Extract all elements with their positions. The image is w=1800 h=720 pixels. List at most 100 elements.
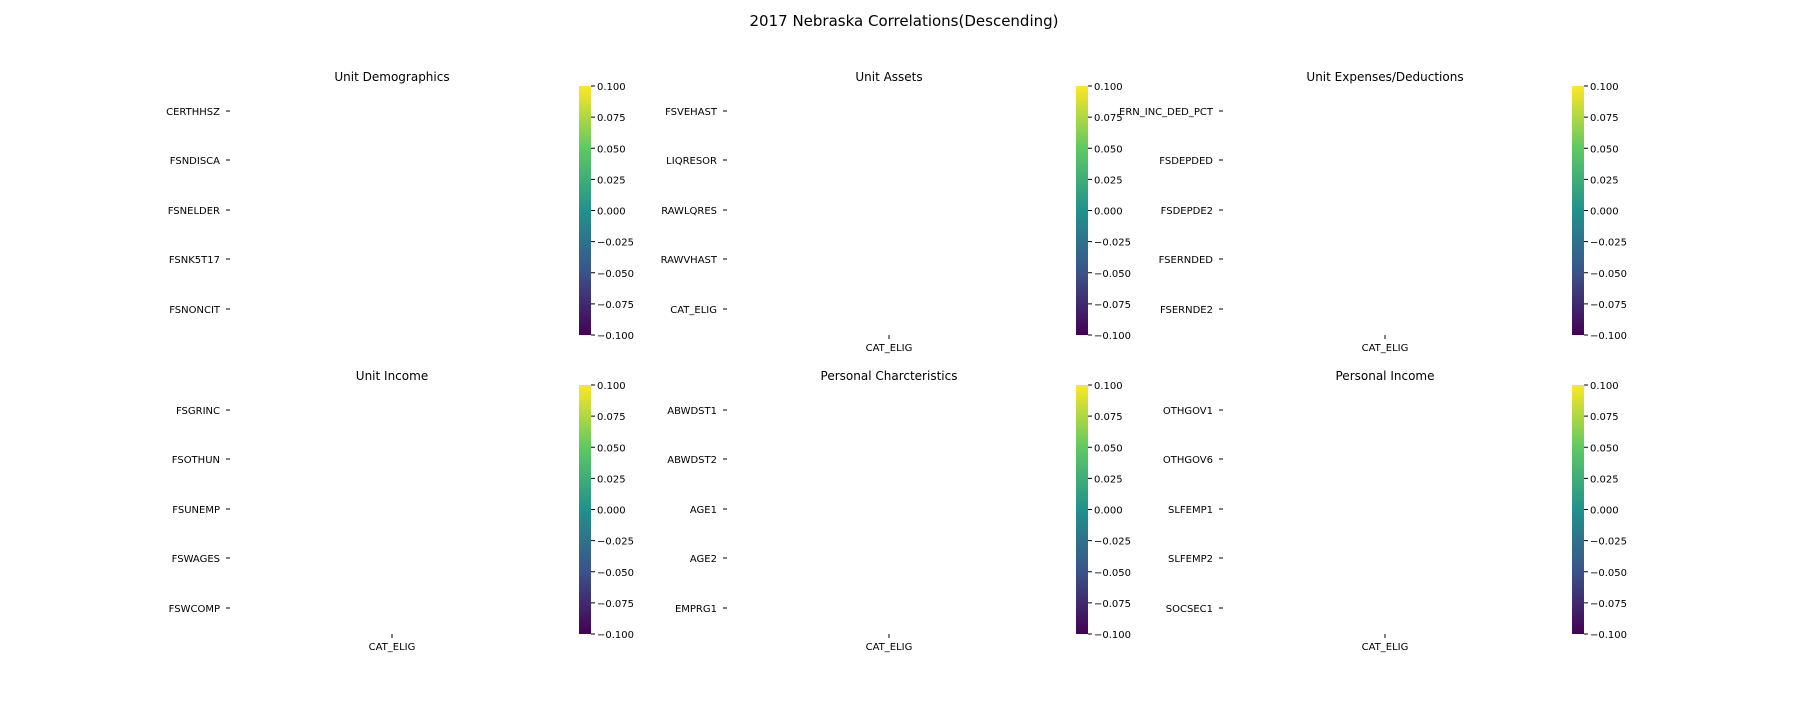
y-tick-label: RAWLQRES bbox=[661, 206, 717, 217]
y-tick-label: CERTHHSZ bbox=[166, 107, 220, 118]
colorbar-tick-label: −0.075 bbox=[597, 300, 634, 311]
colorbar bbox=[1076, 86, 1088, 335]
colorbar-tick-label: −0.025 bbox=[1094, 238, 1131, 249]
heatmap-panels: Unit Demographics CERTHHSZ FSNDISCA FSNELDE… bbox=[166, 70, 1627, 653]
colorbar-tick-label: 0.050 bbox=[597, 443, 626, 454]
colorbar-tick-label: −0.100 bbox=[1590, 331, 1627, 342]
panel-title: Personal Charcteristics bbox=[821, 369, 958, 383]
colorbar-tick-label: −0.050 bbox=[597, 568, 634, 579]
colorbar-tick-label: 0.100 bbox=[1590, 381, 1619, 392]
x-tick-label: CAT_ELIG bbox=[369, 642, 416, 653]
colorbar-tick-label: −0.025 bbox=[597, 238, 634, 249]
y-tick-label: FSUNEMP bbox=[172, 505, 220, 516]
colorbar-tick-label: −0.075 bbox=[1590, 300, 1627, 311]
colorbar-tick-label: 0.075 bbox=[1590, 113, 1619, 124]
colorbar-tick-label: −0.050 bbox=[597, 269, 634, 280]
colorbar-tick-label: −0.025 bbox=[1094, 537, 1131, 548]
colorbar-tick-label: 0.050 bbox=[1590, 443, 1619, 454]
heatmap-panel-6: Personal Income OTHGOV1 OTHGOV6 SLFEMP1 SLFE… bbox=[1163, 369, 1627, 653]
colorbar-tick-label: 0.100 bbox=[1094, 82, 1123, 93]
colorbar-tick-label: −0.075 bbox=[1094, 300, 1131, 311]
y-tick-label: FSNDISCA bbox=[170, 156, 220, 167]
heatmap-panel-1: Unit Demographics CERTHHSZ FSNDISCA FSNELDE… bbox=[166, 70, 634, 342]
colorbar-tick-label: 0.000 bbox=[597, 207, 626, 218]
y-tick-label: AGE1 bbox=[690, 505, 717, 516]
colorbar-tick-label: −0.100 bbox=[1590, 630, 1627, 641]
colorbar-tick-label: −0.025 bbox=[1590, 537, 1627, 548]
panel-title: Personal Income bbox=[1336, 369, 1435, 383]
heatmap-panel-3: Unit Expenses/Deductions ERN_INC_DED_PCT F… bbox=[1119, 70, 1627, 354]
y-tick-label: FSWAGES bbox=[172, 554, 220, 565]
y-tick-label: AGE2 bbox=[690, 554, 717, 565]
colorbar-tick-label: 0.100 bbox=[597, 381, 626, 392]
colorbar-tick-label: 0.050 bbox=[1094, 144, 1123, 155]
colorbar-tick-label: 0.025 bbox=[1590, 474, 1619, 485]
x-tick-label: CAT_ELIG bbox=[866, 343, 913, 354]
colorbar-tick-label: 0.075 bbox=[1094, 412, 1123, 423]
colorbar-tick-label: 0.025 bbox=[597, 474, 626, 485]
colorbar-tick-label: −0.050 bbox=[1094, 269, 1131, 280]
panel-title: Unit Demographics bbox=[334, 70, 449, 84]
y-tick-label: SOCSEC1 bbox=[1166, 604, 1213, 615]
colorbar-tick-label: −0.050 bbox=[1094, 568, 1131, 579]
y-tick-label: SLFEMP2 bbox=[1168, 554, 1213, 565]
panel-title: Unit Income bbox=[356, 369, 428, 383]
colorbar-tick-label: 0.025 bbox=[1094, 175, 1123, 186]
colorbar-tick-label: 0.025 bbox=[1094, 474, 1123, 485]
x-tick-label: CAT_ELIG bbox=[1362, 343, 1409, 354]
colorbar bbox=[1076, 385, 1088, 634]
y-tick-label: FSERNDED bbox=[1159, 255, 1214, 266]
y-tick-label: ABWDST1 bbox=[667, 406, 717, 417]
colorbar-tick-label: 0.000 bbox=[1590, 506, 1619, 517]
y-tick-label: FSNONCIT bbox=[169, 305, 221, 316]
colorbar-tick-label: 0.075 bbox=[1590, 412, 1619, 423]
y-tick-label: OTHGOV1 bbox=[1163, 406, 1213, 417]
colorbar-tick-label: −0.100 bbox=[597, 630, 634, 641]
colorbar-tick-label: −0.075 bbox=[1590, 599, 1627, 610]
colorbar-tick-label: 0.100 bbox=[1094, 381, 1123, 392]
y-tick-label: RAWVHAST bbox=[661, 255, 718, 266]
colorbar-tick-label: 0.000 bbox=[1094, 506, 1123, 517]
y-tick-label: FSWCOMP bbox=[169, 604, 220, 615]
y-tick-label: ERN_INC_DED_PCT bbox=[1119, 107, 1214, 118]
y-tick-label: CAT_ELIG bbox=[670, 305, 717, 316]
colorbar-tick-label: −0.025 bbox=[597, 537, 634, 548]
y-tick-label: ABWDST2 bbox=[667, 455, 717, 466]
colorbar-tick-label: −0.050 bbox=[1590, 568, 1627, 579]
colorbar-tick-label: 0.075 bbox=[597, 113, 626, 124]
colorbar-tick-label: −0.025 bbox=[1590, 238, 1627, 249]
y-tick-label: FSNELDER bbox=[168, 206, 220, 217]
heatmap-panel-2: Unit Assets FSVEHAST LIQRESOR RAWLQRES RAWVH… bbox=[661, 70, 1131, 354]
y-tick-label: FSNK5T17 bbox=[169, 255, 220, 266]
y-tick-label: FSVEHAST bbox=[665, 107, 718, 118]
x-tick-label: CAT_ELIG bbox=[1362, 642, 1409, 653]
colorbar-tick-label: −0.075 bbox=[1094, 599, 1131, 610]
colorbar-tick-label: −0.100 bbox=[1094, 331, 1131, 342]
colorbar-tick-label: −0.100 bbox=[1094, 630, 1131, 641]
colorbar-tick-label: 0.000 bbox=[597, 506, 626, 517]
panel-title: Unit Assets bbox=[855, 70, 922, 84]
colorbar-tick-label: −0.075 bbox=[597, 599, 634, 610]
figure-title: 2017 Nebraska Correlations(Descending) bbox=[750, 12, 1059, 30]
colorbar-tick-label: −0.100 bbox=[597, 331, 634, 342]
colorbar-tick-label: −0.050 bbox=[1590, 269, 1627, 280]
colorbar bbox=[579, 86, 591, 335]
y-tick-label: SLFEMP1 bbox=[1168, 505, 1213, 516]
y-tick-label: FSDEPDED bbox=[1159, 156, 1213, 167]
colorbar-tick-label: 0.075 bbox=[1094, 113, 1123, 124]
colorbar-tick-label: 0.100 bbox=[1590, 82, 1619, 93]
colorbar-tick-label: 0.000 bbox=[1590, 207, 1619, 218]
colorbar-tick-label: 0.075 bbox=[597, 412, 626, 423]
colorbar-tick-label: 0.050 bbox=[1094, 443, 1123, 454]
y-tick-label: FSERNDE2 bbox=[1160, 305, 1213, 316]
colorbar-tick-label: 0.100 bbox=[597, 82, 626, 93]
y-tick-label: FSGRINC bbox=[176, 406, 220, 417]
colorbar-tick-label: 0.050 bbox=[1590, 144, 1619, 155]
colorbar-tick-label: 0.025 bbox=[597, 175, 626, 186]
y-tick-label: OTHGOV6 bbox=[1163, 455, 1213, 466]
x-tick-label: CAT_ELIG bbox=[866, 642, 913, 653]
heatmap-panel-4: Unit Income FSGRINC FSOTHUN FSUNEMP FSWAGES F… bbox=[169, 369, 634, 653]
colorbar bbox=[1572, 86, 1584, 335]
